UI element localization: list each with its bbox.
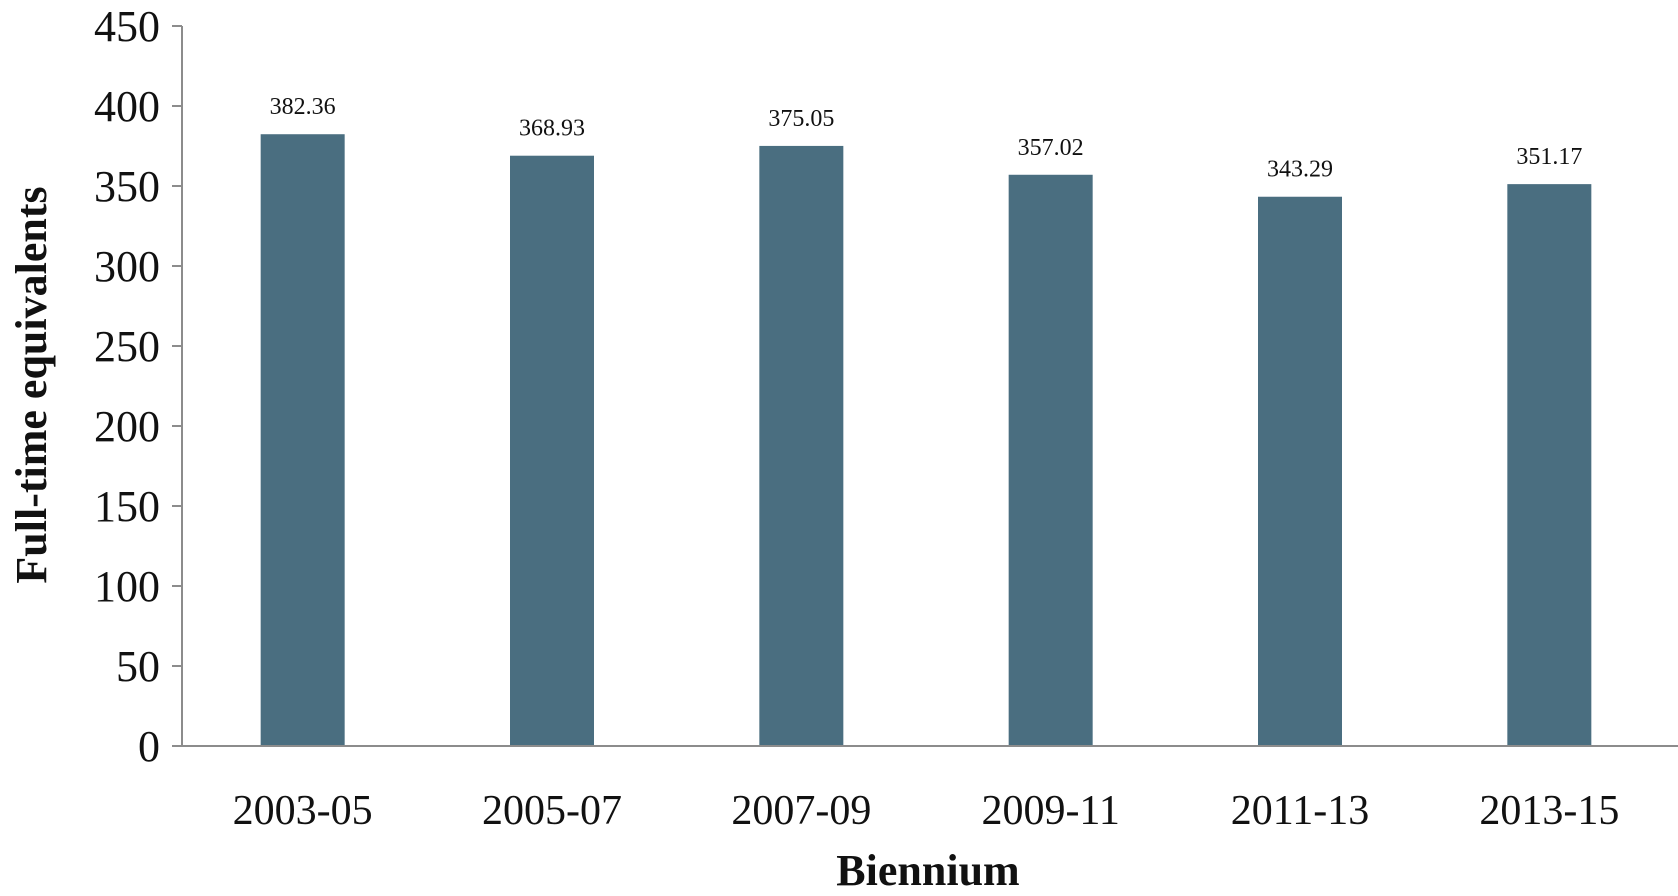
y-tick-label: 200 <box>94 402 160 451</box>
data-label: 368.93 <box>519 116 585 142</box>
y-axis-ticks: 0 50 100 150 200 250 300 350 400 450 <box>94 2 182 771</box>
x-tick-label: 2003-05 <box>233 788 373 834</box>
x-tick-label: 2013-15 <box>1479 788 1619 834</box>
x-axis-ticks: 2003-05 2005-07 2007-09 2009-11 2011-13 2013-… <box>233 788 1620 834</box>
y-tick-label: 300 <box>94 242 160 291</box>
data-label: 343.29 <box>1267 157 1333 183</box>
x-tick-label: 2007-09 <box>731 788 871 834</box>
y-axis-title-group: Full-time equivalents <box>7 186 56 583</box>
bar-2011-13 <box>1258 196 1342 747</box>
x-tick-label: 2009-11 <box>981 788 1119 834</box>
bar-2005-07 <box>510 155 594 746</box>
y-axis-title: Full-time equivalents <box>7 186 56 583</box>
bar-2009-11 <box>1008 174 1093 746</box>
data-label: 382.36 <box>270 94 336 120</box>
x-tick-label: 2011-13 <box>1231 788 1369 834</box>
y-tick-label: 350 <box>94 162 160 211</box>
y-tick-label: 150 <box>94 482 160 531</box>
data-label: 357.02 <box>1018 135 1084 161</box>
y-tick-label: 400 <box>94 82 160 131</box>
bar-2003-05 <box>260 134 345 746</box>
bar-2007-09 <box>759 145 844 747</box>
x-tick-label: 2005-07 <box>482 788 622 834</box>
data-label: 351.17 <box>1516 144 1582 170</box>
x-axis-title: Biennium <box>836 846 1019 895</box>
y-tick-label: 50 <box>116 642 160 691</box>
bar-2013-15 <box>1507 184 1592 747</box>
data-labels-group: 382.36 368.93 375.05 357.02 343.29 351.17 <box>270 94 1583 183</box>
bars-group <box>260 134 1592 747</box>
data-label: 375.05 <box>768 106 834 132</box>
y-tick-label: 0 <box>138 722 160 771</box>
y-tick-label: 250 <box>94 322 160 371</box>
y-tick-label: 450 <box>94 2 160 51</box>
y-tick-label: 100 <box>94 562 160 611</box>
